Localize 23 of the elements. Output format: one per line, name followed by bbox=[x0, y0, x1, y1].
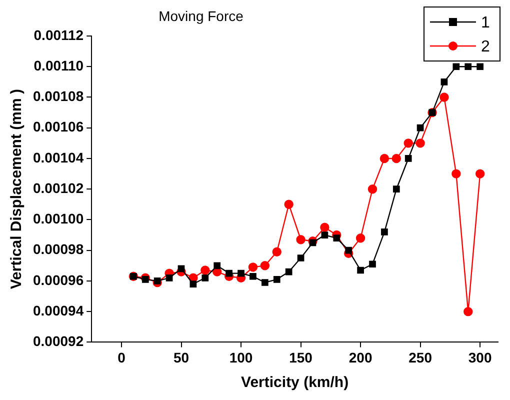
y-tick-label: 0.00100 bbox=[32, 210, 84, 227]
x-tick-label: 150 bbox=[289, 349, 313, 366]
y-tick-label: 0.00108 bbox=[32, 88, 84, 104]
x-axis-title: Verticity (km/h) bbox=[241, 374, 349, 392]
text: Moving Force bbox=[158, 8, 244, 24]
x-tick-label: 250 bbox=[408, 349, 432, 366]
y-tick-label: 0.00094 bbox=[32, 302, 84, 318]
legend-label: 2 bbox=[481, 38, 490, 56]
x-tick-label: 100 bbox=[229, 349, 253, 366]
y-tick-label: 0.00112 bbox=[34, 26, 84, 43]
y-tick-label: 0.00102 bbox=[32, 180, 84, 196]
y-tick-label: 0.00104 bbox=[32, 149, 84, 166]
y-tick-label: 0.00096 bbox=[32, 272, 84, 288]
y-tick-label: 0.00092 bbox=[32, 333, 84, 350]
x-tick-label: 0 bbox=[118, 349, 126, 366]
x-tick-label: 200 bbox=[348, 349, 372, 366]
legend-label: 1 bbox=[481, 14, 490, 32]
y-tick-label: 0.00110 bbox=[34, 57, 84, 74]
y-tick-label: 0.00106 bbox=[32, 118, 84, 135]
x-tick-label: 300 bbox=[468, 349, 492, 366]
x-tick-label: 50 bbox=[173, 349, 190, 366]
y-axis-title: Vertical Displacement (mm ) bbox=[8, 89, 26, 290]
y-tick-label: 0.00098 bbox=[32, 241, 84, 258]
